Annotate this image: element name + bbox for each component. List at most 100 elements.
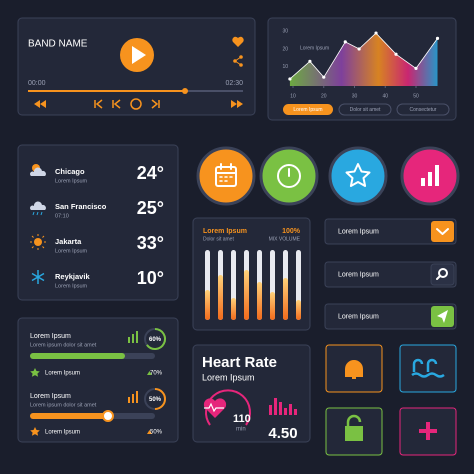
mixer-panel: Lorem Ipsum 100% Dolor sit amet MIX VOLU… — [192, 217, 311, 331]
stats-icon — [421, 165, 439, 186]
slider-level — [231, 298, 236, 320]
temperature: 10° — [137, 268, 164, 288]
mixer-caption: MIX VOLUME — [269, 236, 301, 242]
point — [308, 59, 312, 63]
mixer-sub: Dolor sit amet — [203, 236, 234, 242]
change-label: 70% — [150, 371, 163, 377]
slider-level — [205, 290, 210, 320]
heart-unit: min — [236, 427, 246, 433]
slider-knob[interactable] — [102, 410, 114, 422]
y-tick-label: 20 — [282, 46, 288, 52]
city-sub: Lorem Ipsum — [55, 178, 88, 184]
search-label: Lorem Ipsum — [338, 271, 379, 278]
point — [414, 66, 418, 70]
search-field[interactable] — [324, 261, 457, 288]
mini-bars — [128, 331, 138, 343]
time-end: 02:30 — [225, 80, 243, 87]
progress-knob[interactable] — [182, 88, 188, 94]
pulse-icon — [204, 402, 224, 413]
item-label: Lorem Ipsum — [45, 430, 80, 436]
rain-icon — [30, 201, 46, 216]
city: Jakarta — [55, 237, 82, 246]
forward-button[interactable] — [231, 100, 243, 108]
chart-label: Lorem Ipsum — [300, 45, 329, 51]
x-tick-label: 10 — [290, 93, 296, 99]
heart-subtitle: Lorem Ipsum — [202, 372, 255, 382]
message-field[interactable] — [324, 303, 457, 330]
up-icon — [147, 371, 152, 375]
next-button[interactable] — [151, 99, 160, 109]
dropdown[interactable] — [324, 218, 457, 245]
y-tick-label: 30 — [282, 29, 288, 35]
temperature: 25° — [137, 198, 164, 218]
band-name: BAND NAME — [28, 39, 88, 50]
bell-icon — [345, 360, 363, 379]
chart-button[interactable] — [338, 103, 392, 116]
bar-fill — [30, 353, 125, 359]
point — [435, 36, 440, 40]
calendar-button[interactable] — [196, 146, 256, 206]
back-button[interactable] — [112, 99, 121, 109]
play-icon — [132, 46, 146, 64]
up-icon — [147, 430, 152, 434]
heart-bpm: 110 — [233, 413, 251, 425]
point — [343, 40, 347, 44]
search-icon — [436, 268, 448, 280]
weather-panel: Chicago Lorem Ipsum 24° San Francisco 07:10 2… — [17, 144, 179, 301]
heart-button[interactable] — [232, 36, 244, 47]
x-tick-label: 40 — [382, 93, 388, 99]
temperature: 33° — [137, 233, 164, 253]
snow-icon — [31, 270, 45, 284]
slider-level — [257, 282, 262, 320]
clock-icon — [277, 164, 301, 188]
icon-row — [196, 146, 460, 206]
slider-level — [296, 300, 301, 320]
chart-button[interactable] — [283, 104, 333, 115]
slider-level — [270, 292, 275, 320]
city-sub: 07:10 — [55, 213, 69, 219]
message-label: Lorem Ipsum — [338, 313, 379, 320]
slider-fill — [30, 413, 108, 419]
point — [322, 75, 326, 79]
heart-title: Heart Rate — [202, 354, 277, 371]
heart-panel: Heart Rate Lorem Ipsum 110 min 4.50 — [192, 344, 311, 443]
chart-button[interactable] — [396, 103, 450, 116]
point — [288, 77, 292, 81]
pool-icon — [411, 358, 445, 378]
search-button[interactable] — [430, 263, 455, 286]
city-sub: Lorem Ipsum — [55, 248, 88, 254]
sun-cloud-icon — [30, 164, 46, 176]
slider-level — [283, 278, 288, 320]
plus-icon — [419, 422, 437, 440]
city: San Francisco — [55, 202, 107, 211]
mixer-value: 100% — [282, 228, 301, 235]
share-button[interactable] — [233, 55, 243, 67]
inputs: Lorem Ipsum Lorem Ipsum Lorem Ipsum — [324, 218, 457, 330]
chevron-icon — [436, 228, 449, 235]
heart-value: 4.50 — [268, 425, 297, 442]
star-icon — [30, 427, 40, 436]
mini-bars — [128, 391, 138, 403]
lock-icon — [345, 414, 363, 441]
ring-label: 60% — [149, 337, 162, 343]
city-sub: Lorem Ipsum — [55, 283, 88, 289]
heart-gauge — [205, 389, 251, 426]
chart-button-label: Dolor sit amet — [350, 107, 381, 113]
rewind-button[interactable] — [34, 100, 46, 108]
item-label: Lorem Ipsum — [45, 371, 80, 377]
progress-sub: Lorem ipsum dolor sit amet — [30, 342, 97, 348]
prev-button[interactable] — [94, 99, 103, 109]
repeat-button[interactable] — [130, 98, 142, 110]
x-tick-label: 50 — [413, 93, 419, 99]
music-player: BAND NAME 00:00 02:30 — [17, 17, 256, 116]
slider-level — [244, 270, 249, 320]
city: Chicago — [55, 167, 85, 176]
heart-bars — [269, 398, 297, 415]
progress-title: Lorem Ipsum — [30, 333, 71, 340]
star-button[interactable] — [328, 146, 388, 206]
y-tick-label: 10 — [282, 64, 288, 70]
send-icon — [437, 310, 448, 323]
point — [394, 52, 398, 56]
dropdown-button[interactable] — [431, 221, 454, 242]
